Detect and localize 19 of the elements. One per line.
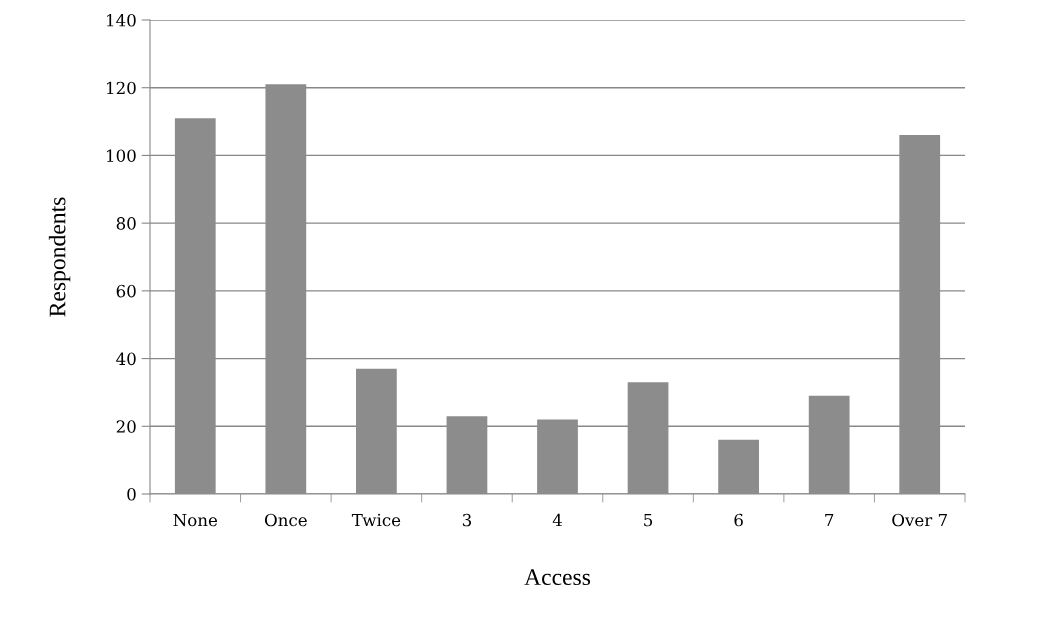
y-tick-label: 80 [116, 217, 136, 230]
y-tick-label: 40 [116, 352, 136, 366]
x-tick-label: Once [264, 513, 307, 527]
y-tick-label: 20 [116, 420, 136, 433]
x-tick-label: 7 [825, 513, 834, 527]
x-tick-label: Twice [351, 513, 401, 527]
x-tick-label: 6 [734, 513, 743, 527]
x-tick-label: Over 7 [892, 513, 947, 527]
x-tick-label: None [173, 513, 218, 527]
x-tick-label: 4 [552, 513, 562, 527]
y-tick-label: 100 [107, 149, 136, 162]
y-axis-title: Respondents [48, 197, 71, 317]
x-tick-label: 3 [462, 513, 472, 527]
x-tick-label: 5 [644, 513, 653, 527]
y-tick-label: 60 [116, 284, 136, 298]
y-tick-label: 120 [107, 81, 136, 95]
y-tick-label: 140 [107, 13, 136, 27]
x-axis-title: Access [524, 569, 591, 586]
y-tick-label: 0 [127, 487, 136, 501]
